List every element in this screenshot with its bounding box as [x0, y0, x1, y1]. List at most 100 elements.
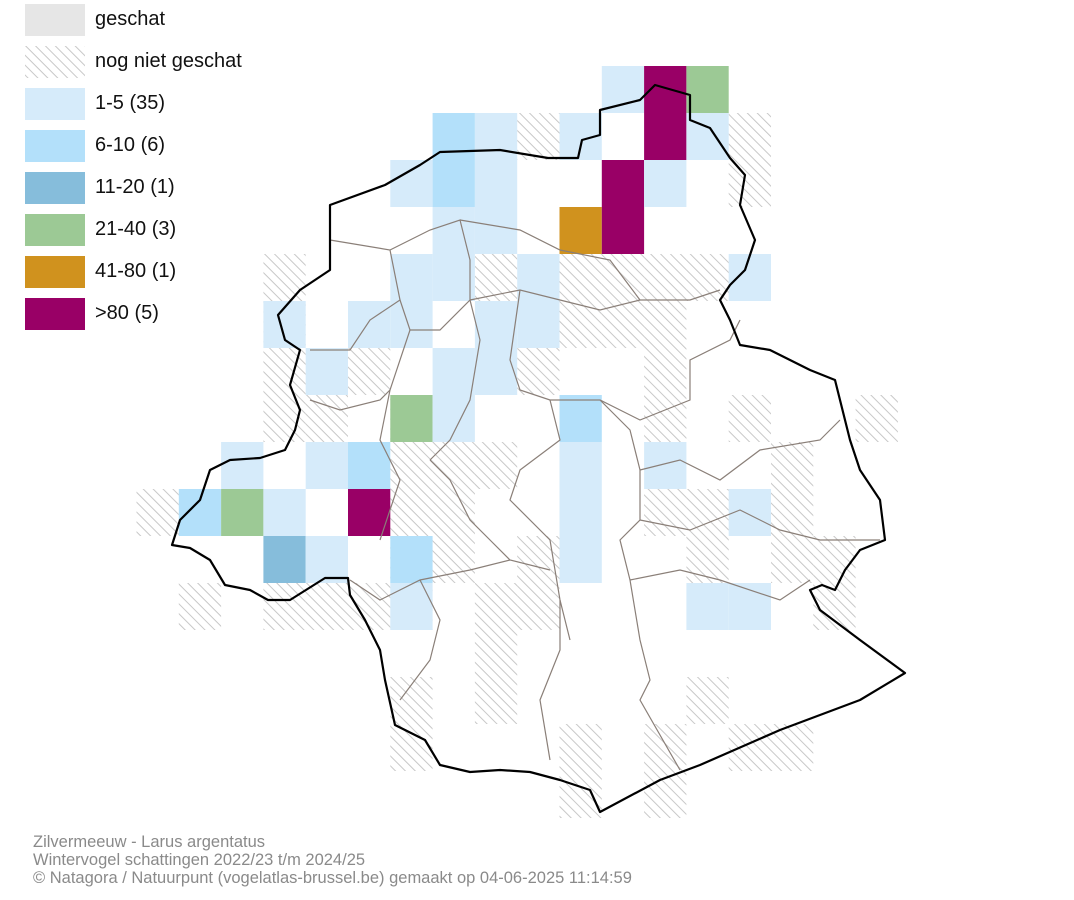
unestimated-square	[517, 113, 560, 160]
count-square	[517, 301, 560, 348]
count-square	[601, 160, 645, 207]
count-square	[305, 536, 348, 583]
map-caption: Zilvermeeuw - Larus argentatus Wintervog…	[33, 833, 632, 887]
unestimated-square	[559, 301, 602, 348]
count-square	[390, 254, 433, 301]
unestimated-square	[390, 442, 433, 489]
unestimated-square	[263, 583, 306, 630]
count-square	[728, 489, 771, 536]
legend-swatch	[25, 88, 85, 120]
municipality-line	[509, 289, 741, 421]
unestimated-square	[432, 489, 475, 536]
count-squares-layer	[178, 66, 771, 630]
count-square	[559, 395, 602, 442]
count-square	[728, 583, 771, 630]
legend-swatch	[25, 214, 85, 246]
legend-label: >80 (5)	[95, 302, 159, 324]
legend-item-41-80: 41-80 (1)	[25, 256, 425, 288]
municipality-line	[399, 579, 441, 701]
unestimated-square	[474, 442, 518, 489]
count-square	[559, 207, 602, 254]
legend-label: 6-10 (6)	[95, 134, 166, 156]
count-square	[474, 301, 518, 348]
unestimated-square	[728, 395, 771, 442]
count-square	[221, 442, 264, 489]
legend-item-nog-niet-geschat: nog niet geschat	[25, 46, 425, 78]
municipality-line	[639, 419, 841, 481]
count-square	[601, 66, 645, 113]
unestimated-square	[432, 536, 475, 583]
count-square	[263, 489, 306, 536]
municipality-line	[429, 459, 551, 571]
count-square	[390, 160, 433, 207]
legend-label: 11-20 (1)	[95, 176, 175, 198]
count-square	[474, 207, 518, 254]
unestimated-square	[136, 489, 179, 536]
municipality-line	[429, 299, 481, 461]
count-square	[390, 536, 433, 583]
legend-swatch	[25, 298, 85, 330]
legend-item-21-40: 21-40 (3)	[25, 214, 425, 246]
legend-label: 1-5 (35)	[95, 92, 166, 114]
legend-item-6-10: 6-10 (6)	[25, 130, 425, 162]
count-square	[686, 66, 729, 113]
count-square	[601, 207, 645, 254]
count-square	[432, 160, 475, 207]
count-square	[432, 348, 475, 395]
legend-item-over-80: >80 (5)	[25, 298, 425, 330]
unestimated-square	[474, 677, 518, 724]
count-square	[263, 536, 306, 583]
count-square	[474, 113, 518, 160]
unestimated-square	[644, 489, 687, 536]
legend-label: nog niet geschat	[95, 50, 242, 72]
unestimated-square	[728, 724, 771, 771]
unestimated-square	[644, 395, 687, 442]
count-square	[390, 301, 433, 348]
unestimated-square	[517, 583, 560, 630]
legend-item-1-5: 1-5 (35)	[25, 88, 425, 120]
unestimated-square	[178, 583, 222, 630]
count-square	[432, 207, 475, 254]
unestimated-square	[686, 536, 729, 583]
unestimated-square	[474, 630, 518, 677]
unestimated-square	[855, 395, 898, 442]
unestimated-square	[390, 724, 433, 771]
unestimated-square	[305, 395, 348, 442]
unestimated-square	[644, 301, 687, 348]
municipality-line	[539, 600, 561, 761]
count-square	[432, 254, 475, 301]
count-square	[348, 442, 391, 489]
legend-swatch	[25, 130, 85, 162]
count-square	[348, 489, 391, 536]
count-square	[305, 442, 348, 489]
count-square	[348, 301, 391, 348]
legend-swatch	[25, 256, 85, 288]
count-square	[686, 583, 729, 630]
count-square	[559, 536, 602, 583]
count-square	[644, 160, 687, 207]
count-square	[559, 489, 602, 536]
unestimated-square	[644, 348, 687, 395]
unestimated-square	[305, 583, 348, 630]
unestimated-square	[644, 254, 687, 301]
municipality-line	[599, 399, 681, 771]
count-square	[390, 395, 433, 442]
legend-swatch	[25, 172, 85, 204]
unestimated-square	[771, 442, 814, 489]
legend-swatch-hatch	[25, 46, 85, 78]
unestimated-square	[728, 160, 771, 207]
legend-item-geschat: geschat	[25, 4, 425, 36]
brussels-region-border	[170, 83, 907, 814]
municipality-boundaries	[309, 219, 880, 771]
unestimated-square	[771, 489, 814, 536]
legend-label: 21-40 (3)	[95, 218, 177, 240]
legend-swatch	[25, 4, 85, 36]
unestimated-square	[686, 677, 729, 724]
caption-dataset: Wintervogel schattingen 2022/23 t/m 2024…	[33, 851, 366, 869]
count-square	[644, 113, 687, 160]
municipality-line	[459, 219, 721, 301]
unestimated-square	[390, 489, 433, 536]
legend-label: geschat	[95, 8, 166, 30]
unestimated-square	[559, 771, 602, 818]
